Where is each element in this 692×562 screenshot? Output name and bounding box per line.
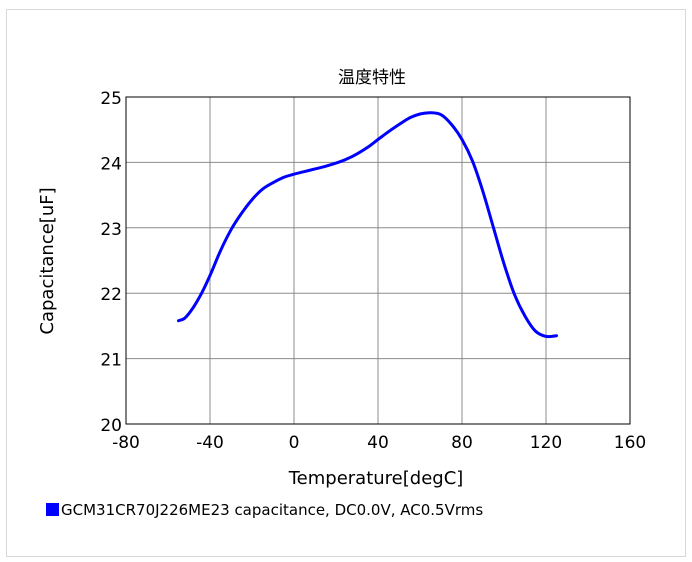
plot-area	[125, 96, 631, 425]
legend: GCM31CR70J226ME23 capacitance, DC0.0V, A…	[46, 501, 483, 519]
chart-title: 温度特性	[338, 68, 406, 88]
series-layer	[177, 111, 558, 339]
x-axis-ticks: -80 -40 0 40 80 120 160	[112, 433, 646, 453]
legend-label: GCM31CR70J226ME23 capacitance, DC0.0V, A…	[61, 501, 483, 519]
y-tick-label: 23	[100, 220, 122, 240]
y-tick-label: 20	[100, 416, 122, 436]
y-axis-ticks: 20 21 22 23 24 25	[100, 89, 122, 436]
x-axis-label: Temperature[degC]	[288, 468, 464, 489]
y-tick-label: 22	[100, 285, 122, 305]
x-tick-label: 0	[289, 433, 300, 453]
grid	[125, 96, 631, 425]
x-tick-label: -40	[196, 433, 224, 453]
chart-panel	[6, 9, 686, 557]
x-tick-label: 160	[614, 433, 646, 453]
x-tick-label: 40	[367, 433, 389, 453]
y-tick-label: 25	[100, 89, 122, 109]
capacitance-series-line	[177, 111, 558, 339]
x-tick-label: 120	[530, 433, 562, 453]
legend-swatch	[46, 503, 59, 516]
x-tick-label: 80	[451, 433, 473, 453]
y-axis-label: Capacitance[uF]	[37, 187, 58, 334]
x-tick-label: -80	[112, 433, 140, 453]
y-tick-label: 21	[100, 351, 122, 371]
y-tick-label: 24	[100, 154, 122, 174]
